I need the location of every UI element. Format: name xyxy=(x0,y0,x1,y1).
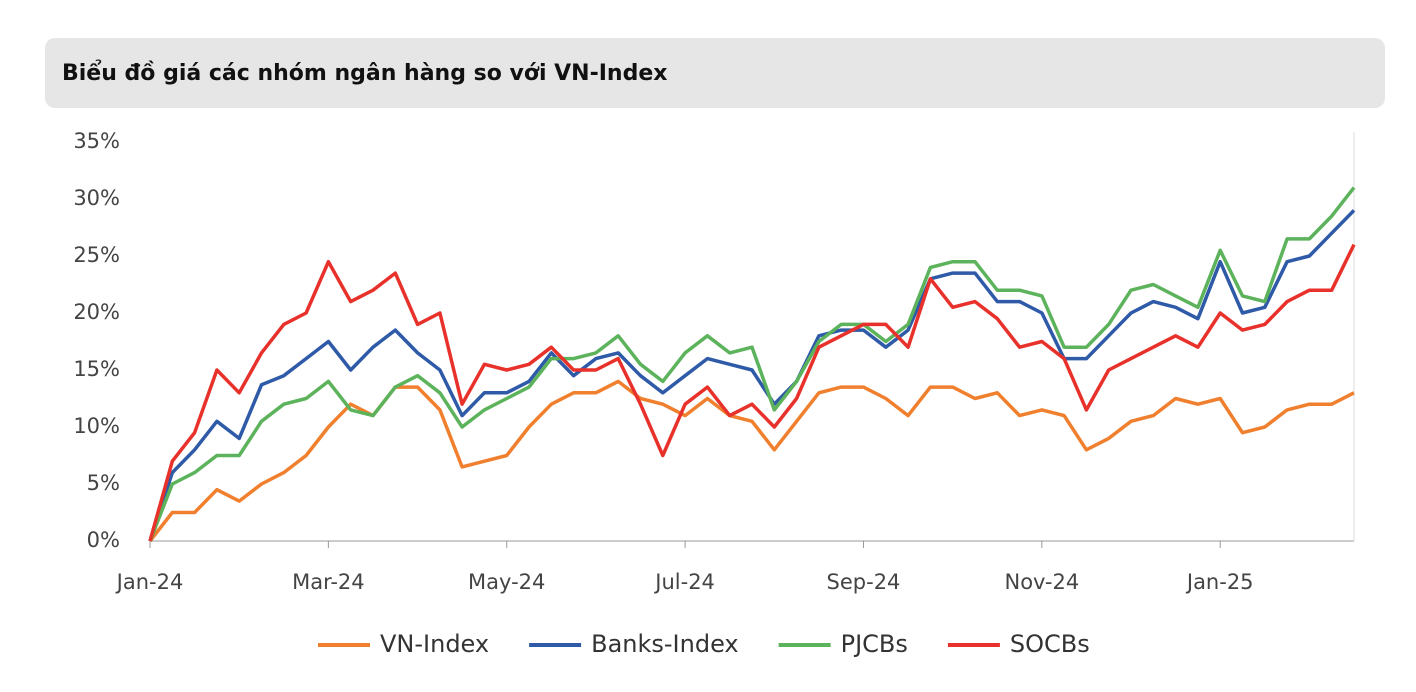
y-tick-label: 30% xyxy=(73,186,120,210)
y-tick-label: 35% xyxy=(73,129,120,153)
title-box xyxy=(45,38,1385,108)
x-tick-label: Nov-24 xyxy=(1004,570,1079,594)
y-tick-label: 25% xyxy=(73,243,120,267)
y-tick-label: 15% xyxy=(73,357,120,381)
legend-label: Banks-Index xyxy=(591,630,739,658)
x-tick-label: May-24 xyxy=(468,570,545,594)
y-tick-label: 0% xyxy=(87,528,120,552)
x-tick-label: Jan-24 xyxy=(115,570,184,594)
x-tick-label: Sep-24 xyxy=(827,570,901,594)
x-tick-label: Jan-25 xyxy=(1185,570,1254,594)
chart-title: Biểu đồ giá các nhóm ngân hàng so với VN… xyxy=(62,60,667,86)
legend-label: VN-Index xyxy=(380,630,489,658)
y-tick-label: 20% xyxy=(73,300,120,324)
x-tick-label: Jul-24 xyxy=(653,570,715,594)
y-tick-label: 5% xyxy=(87,471,120,495)
y-tick-label: 10% xyxy=(73,414,120,438)
series-line xyxy=(148,186,1356,542)
series-line xyxy=(148,243,1356,542)
legend-label: PJCBs xyxy=(841,630,908,658)
series-line xyxy=(148,209,1356,542)
series-line xyxy=(148,379,1355,543)
x-tick-label: Mar-24 xyxy=(292,570,365,594)
legend-label: SOCBs xyxy=(1010,630,1090,658)
